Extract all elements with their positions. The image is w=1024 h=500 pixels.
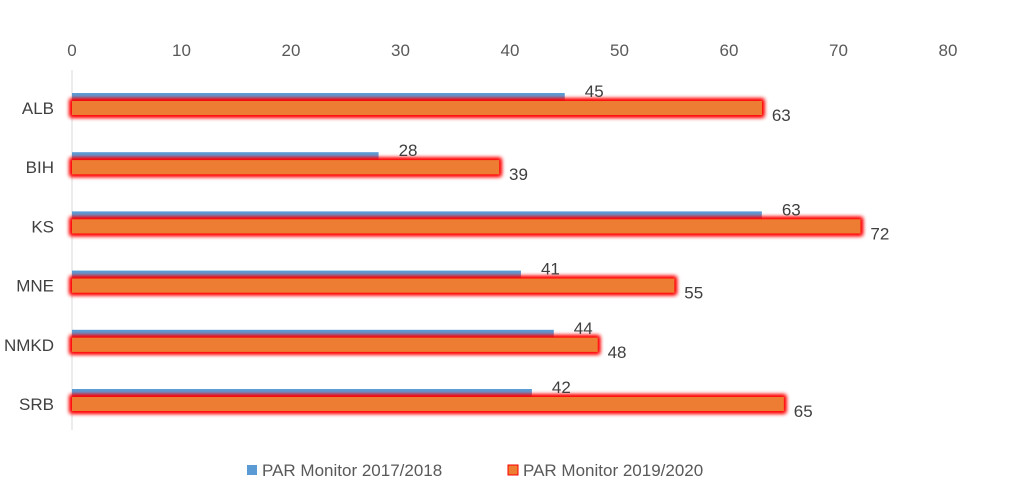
data-label-series-2: 55	[684, 284, 703, 303]
axis-layer: 0 10 20 30 40 50 60 70 80	[67, 41, 957, 430]
data-label-series-2: 65	[794, 402, 813, 421]
x-tick-label: 0	[67, 41, 76, 60]
data-label-series-1: 45	[585, 82, 604, 101]
data-label-series-2: 72	[870, 224, 889, 243]
category-label: NMKD	[4, 336, 54, 355]
data-label-series-1: 44	[574, 319, 593, 338]
data-label-series-2: 48	[608, 343, 627, 362]
data-label-series-1: 28	[399, 141, 418, 160]
legend-swatch	[247, 465, 257, 475]
bar-series-2	[72, 160, 500, 175]
bar-series-1	[72, 389, 532, 397]
legend-label: PAR Monitor 2019/2020	[523, 461, 703, 480]
data-label-series-2: 63	[772, 106, 791, 125]
bars-layer	[72, 93, 861, 411]
category-label: ALB	[22, 99, 54, 118]
legend: PAR Monitor 2017/2018 PAR Monitor 2019/20…	[247, 461, 703, 480]
category-label: BIH	[26, 158, 54, 177]
bar-series-2	[72, 278, 675, 293]
bar-series-2	[72, 397, 784, 411]
bar-series-2	[72, 337, 598, 352]
legend-item-series-1: PAR Monitor 2017/2018	[247, 461, 442, 480]
bar-series-1	[72, 270, 521, 279]
x-tick-label: 60	[720, 41, 739, 60]
legend-label: PAR Monitor 2017/2018	[262, 461, 442, 480]
legend-swatch	[507, 464, 519, 476]
bar-series-2	[72, 101, 762, 115]
x-tick-label: 40	[501, 41, 520, 60]
category-label: KS	[31, 217, 54, 236]
x-tick-label: 20	[282, 41, 301, 60]
x-tick-label: 70	[829, 41, 848, 60]
x-tick-label: 10	[172, 41, 191, 60]
data-label-series-1: 42	[552, 378, 571, 397]
bar-series-1	[72, 329, 554, 338]
bar-series-1	[72, 93, 565, 101]
labels-layer: ALB 45 63 BIH 28 39 KS 63 72 MNE 41 55 NMKD 44 48 SRB 42…	[4, 82, 889, 421]
data-label-series-2: 39	[509, 165, 528, 184]
bar-series-1	[72, 152, 379, 161]
data-label-series-1: 41	[541, 260, 560, 279]
legend-item-series-2: PAR Monitor 2019/2020	[507, 461, 703, 480]
bar-series-2	[72, 219, 861, 234]
x-tick-label: 80	[939, 41, 958, 60]
x-tick-label: 50	[610, 41, 629, 60]
bar-series-1	[72, 211, 762, 220]
category-label: MNE	[16, 277, 54, 296]
x-tick-label: 30	[391, 41, 410, 60]
data-label-series-1: 63	[782, 200, 801, 219]
category-label: SRB	[19, 395, 54, 414]
